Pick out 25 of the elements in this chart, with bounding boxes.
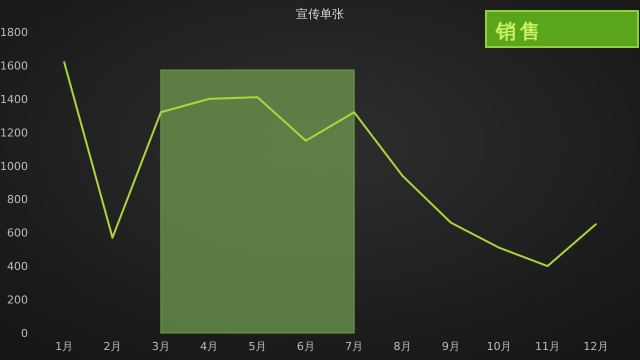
y-tick-label: 800	[7, 193, 28, 206]
chart-title: 宣传单张	[296, 7, 344, 21]
x-tick-label: 7月	[345, 340, 364, 353]
x-tick-label: 3月	[152, 340, 170, 353]
y-tick-label: 1600	[0, 59, 28, 72]
y-tick-label: 400	[7, 260, 28, 274]
y-tick-label: 1200	[0, 126, 28, 140]
y-tick-label: 1800	[0, 26, 28, 39]
y-tick-label: 600	[7, 226, 28, 240]
y-tick-label: 1400	[0, 92, 28, 106]
x-tick-label: 11月	[535, 340, 560, 353]
y-tick-label: 0	[21, 327, 28, 340]
x-tick-label: 1月	[55, 340, 74, 353]
x-tick-label: 10月	[486, 340, 512, 353]
x-tick-label: 6月	[296, 340, 315, 353]
x-tick-label: 5月	[248, 340, 266, 353]
x-tick-label: 2月	[104, 340, 122, 353]
annotation: 销售	[495, 19, 544, 43]
x-tick-label: 8月	[394, 340, 412, 353]
line-series	[63, 61, 597, 268]
x-tick-label: 4月	[200, 340, 218, 353]
x-tick-label: 9月	[442, 340, 460, 353]
y-tick-label: 200	[7, 294, 28, 307]
x-tick-label: 12月	[583, 340, 608, 353]
y-tick-label: 1000	[0, 160, 28, 173]
